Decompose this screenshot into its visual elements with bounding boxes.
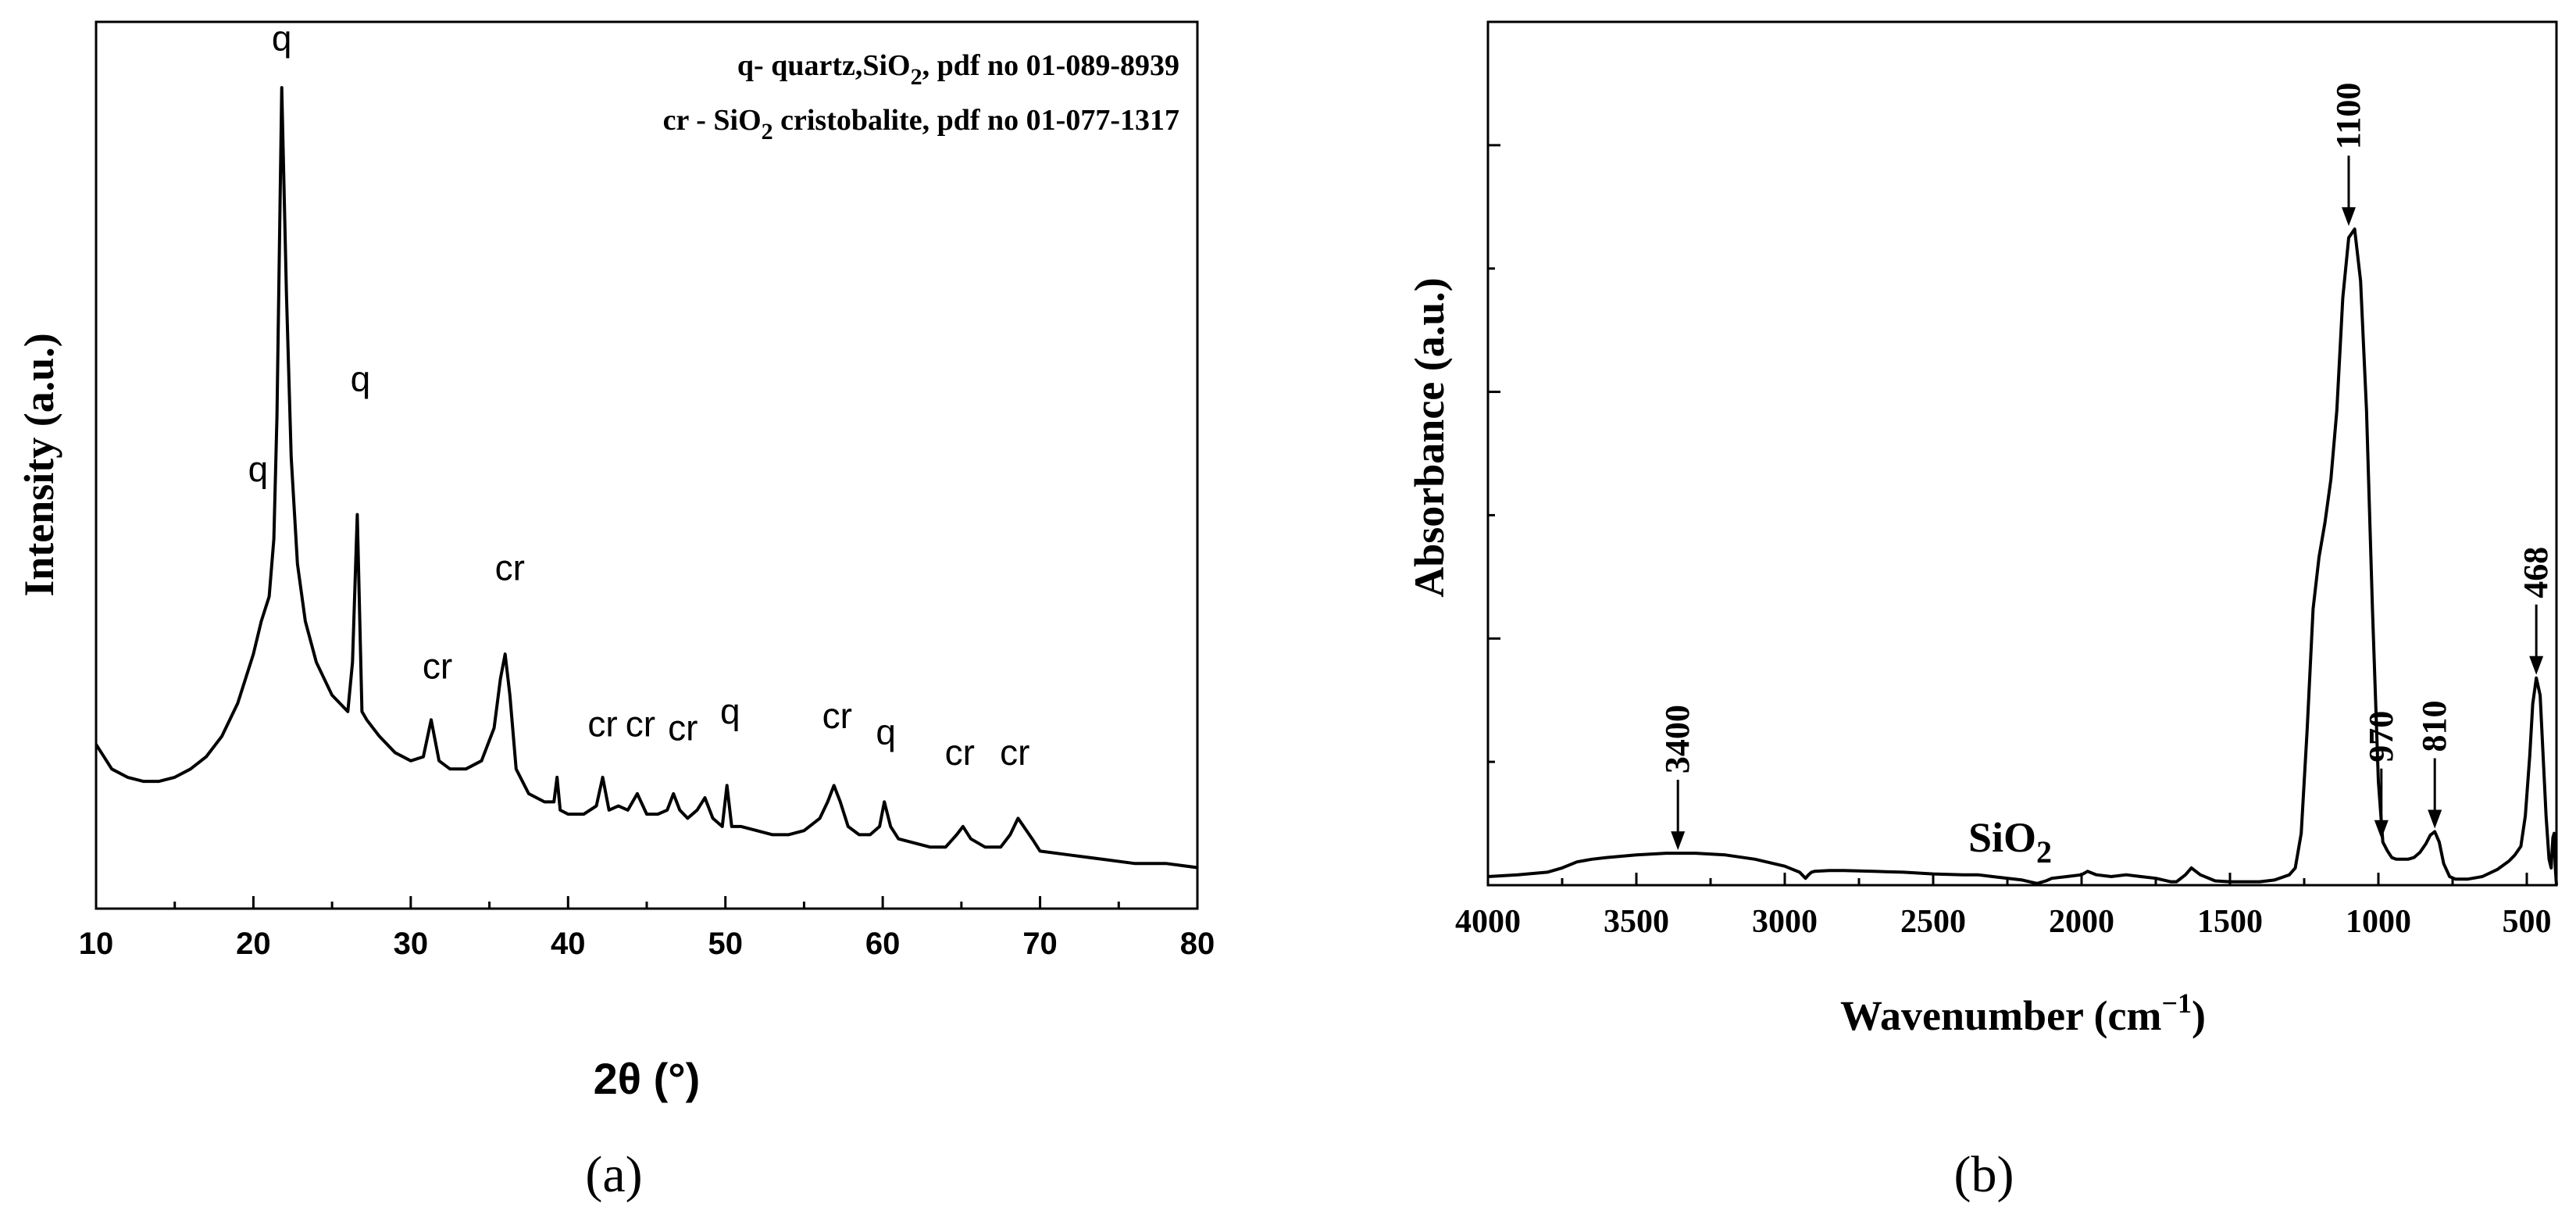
xrd-peak-label: q xyxy=(272,18,292,59)
ftir-band-markers: 3400 1100 970 810 468 xyxy=(1658,83,2555,851)
ftir-x-tick-label: 1000 xyxy=(2346,904,2411,940)
xrd-peak-label: cr xyxy=(668,708,698,748)
xrd-x-tick-label: 10 xyxy=(79,927,114,961)
xrd-peak-label: cr xyxy=(626,703,655,744)
ftir-x-tick-label: 1500 xyxy=(2197,904,2263,940)
xrd-x-tick-label: 80 xyxy=(1180,927,1215,961)
xrd-x-axis-title: 2θ (°) xyxy=(594,1054,701,1103)
xrd-legend: q- quartz,SiO2, pdf no 01-089-8939 cr - … xyxy=(663,49,1179,145)
xrd-y-axis-title: Intensity (a.u.) xyxy=(16,333,62,597)
xrd-peak-label: cr xyxy=(495,548,525,588)
ftir-band-label: 810 xyxy=(2415,700,2453,752)
ftir-x-tick-label: 2000 xyxy=(2049,904,2114,940)
ftir-band-label: 3400 xyxy=(1658,705,1697,773)
xrd-x-ticks: 10 20 30 40 50 60 70 80 xyxy=(79,896,1215,961)
xrd-peak-label: cr xyxy=(587,703,617,744)
ftir-band-arrow-head xyxy=(1671,831,1686,851)
xrd-x-tick-label: 40 xyxy=(551,927,586,961)
ftir-y-ticks xyxy=(1488,20,1500,763)
ftir-x-tick-label: 2500 xyxy=(1900,904,1966,940)
ftir-band-arrow-head xyxy=(2374,820,2389,839)
ftir-chart: 4000 3500 3000 2500 2000 1500 1000 500 3400 1100… xyxy=(1406,20,2558,1203)
ftir-band-arrow-head xyxy=(2342,207,2356,227)
ftir-x-tick-label: 500 xyxy=(2503,904,2552,940)
ftir-band-arrow-head xyxy=(2428,809,2442,829)
xrd-x-tick-label: 30 xyxy=(394,927,429,961)
ftir-sample-label: SiO2 xyxy=(1968,814,2052,870)
ftir-band-label: 1100 xyxy=(2329,83,2367,150)
ftir-plot-frame xyxy=(1486,20,2558,887)
xrd-legend-line-quartz: q- quartz,SiO2, pdf no 01-089-8939 xyxy=(737,49,1179,90)
ftir-x-tick-label: 4000 xyxy=(1455,904,1521,940)
ftir-band-label: 970 xyxy=(2362,711,2400,763)
xrd-peak-label: cr xyxy=(423,646,452,687)
xrd-x-tick-label: 50 xyxy=(708,927,743,961)
ftir-x-tick-label: 3500 xyxy=(1604,904,1669,940)
ftir-x-axis-title: Wavenumber (cm−1) xyxy=(1840,988,2206,1039)
ftir-band-arrow-head xyxy=(2529,655,2544,675)
xrd-x-tick-label: 70 xyxy=(1022,927,1058,961)
ftir-x-tick-label: 3000 xyxy=(1752,904,1818,940)
ftir-y-axis-title: Absorbance (a.u.) xyxy=(1406,277,1453,598)
xrd-peak-label: q xyxy=(876,712,896,752)
ftir-spectrum-line xyxy=(1487,227,2558,886)
panel-label-b: (b) xyxy=(1954,1146,2014,1203)
xrd-pattern-line xyxy=(95,86,1198,870)
ftir-band-label: 468 xyxy=(2517,547,2555,598)
xrd-peak-label: cr xyxy=(822,695,852,736)
ftir-x-ticks: 4000 3500 3000 2500 2000 1500 1000 500 xyxy=(1455,873,2552,940)
xrd-peak-label: cr xyxy=(945,732,975,773)
xrd-x-tick-label: 60 xyxy=(865,927,901,961)
xrd-x-tick-label: 20 xyxy=(236,927,271,961)
xrd-peak-label: q xyxy=(720,691,740,732)
xrd-peak-label: cr xyxy=(1000,732,1029,773)
xrd-peak-label: q xyxy=(248,449,269,490)
xrd-peak-label: q xyxy=(351,359,371,399)
panel-label-a: (a) xyxy=(585,1146,642,1203)
xrd-legend-line-cristobalite: cr - SiO2 cristobalite, pdf no 01-077-13… xyxy=(663,104,1179,145)
